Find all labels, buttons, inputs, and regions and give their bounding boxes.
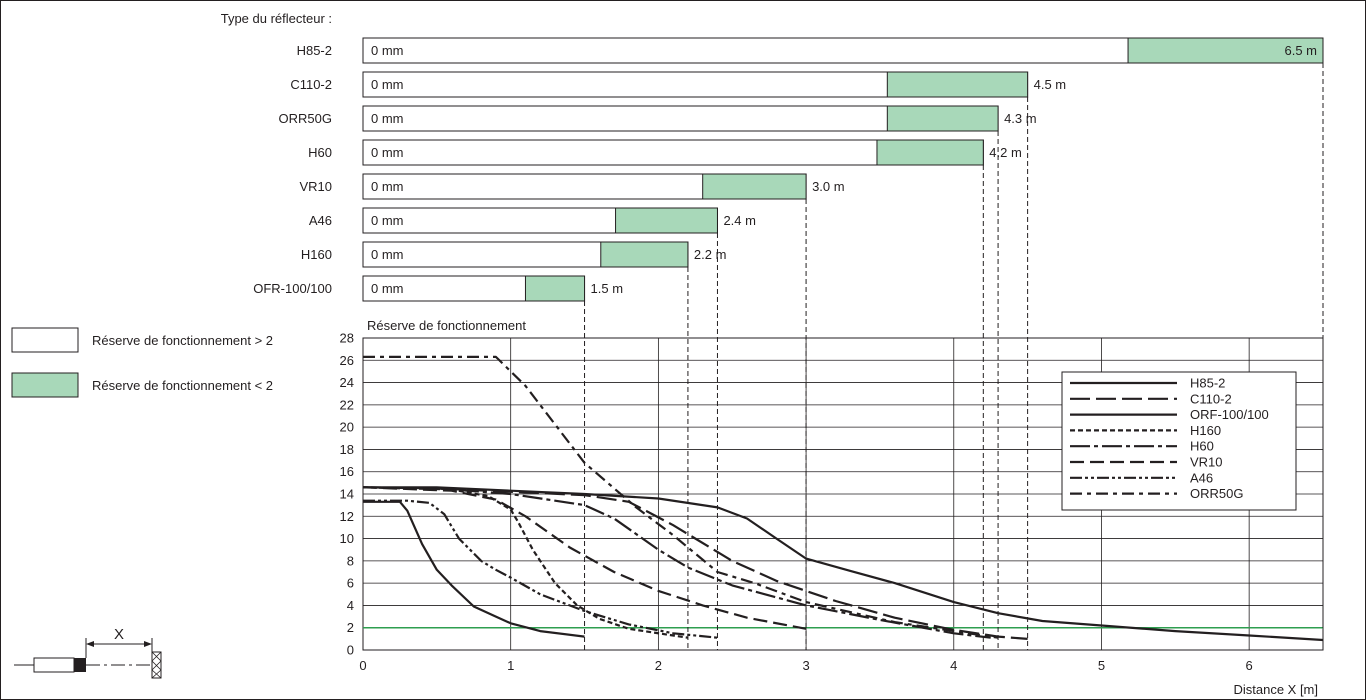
bar-end-label: 3.0 m bbox=[812, 179, 845, 194]
y-tick-label: 20 bbox=[340, 420, 354, 435]
series-lines bbox=[362, 355, 1324, 642]
bar-reserve-lt2 bbox=[702, 173, 807, 200]
series-line-orf-100-100 bbox=[363, 500, 585, 638]
bar-reflector-label: ORR50G bbox=[279, 111, 332, 126]
bar-reflector-label: OFR-100/100 bbox=[253, 281, 332, 296]
y-tick-label: 0 bbox=[347, 643, 354, 658]
y-tick-label: 22 bbox=[340, 397, 354, 412]
swatch-green bbox=[11, 372, 79, 398]
y-tick-label: 24 bbox=[340, 375, 354, 390]
bar-end-label: 4.3 m bbox=[1004, 111, 1037, 126]
y-tick-label: 16 bbox=[340, 464, 354, 479]
y-tick-label: 18 bbox=[340, 442, 354, 457]
legend-label: ORR50G bbox=[1190, 486, 1243, 501]
legend-label: VR10 bbox=[1190, 455, 1223, 470]
x-tick-label: 5 bbox=[1098, 658, 1105, 673]
bar-reserve-lt2 bbox=[524, 275, 586, 302]
bar-end-label: 4.5 m bbox=[1034, 77, 1067, 92]
bar-reflector-label: H60 bbox=[308, 145, 332, 160]
series-line-vr10 bbox=[362, 486, 807, 630]
reflector-type-label: Type du réflecteur : bbox=[221, 11, 332, 26]
range-bars: H85-2 0 mm 6.5 m C110-2 0 mm 4.5 m ORR50G 0 mm 4… bbox=[253, 37, 1324, 302]
bar-reserve-lt2 bbox=[886, 71, 1029, 98]
x-tick-label: 6 bbox=[1246, 658, 1253, 673]
y-tick-label: 26 bbox=[340, 353, 354, 368]
y-tick-label: 6 bbox=[347, 576, 354, 591]
x-tick-label: 1 bbox=[507, 658, 514, 673]
bar-reflector-label: H85-2 bbox=[297, 43, 332, 58]
bar-end-label: 1.5 m bbox=[591, 281, 624, 296]
series-line-h60 bbox=[362, 486, 991, 639]
x-tick-label: 0 bbox=[359, 658, 366, 673]
x-tick-label: 3 bbox=[802, 658, 809, 673]
bar-reserve-lt2 bbox=[615, 207, 718, 234]
bar-start-label: 0 mm bbox=[371, 77, 404, 92]
legend-label: H85-2 bbox=[1190, 376, 1225, 391]
bar-start-label: 0 mm bbox=[371, 179, 404, 194]
bar-reserve-lt2 bbox=[600, 241, 689, 268]
series-line-h160 bbox=[362, 486, 689, 639]
legend-label: H160 bbox=[1190, 423, 1221, 438]
distance-x-label: X bbox=[114, 626, 124, 643]
range-connectors bbox=[584, 63, 1324, 650]
series-line-a46 bbox=[363, 499, 718, 639]
bar-reserve-lt2 bbox=[1127, 37, 1324, 64]
bar-end-label: 6.5 m bbox=[1284, 43, 1317, 58]
swatch-white bbox=[11, 327, 79, 353]
bar-reflector-label: VR10 bbox=[299, 179, 332, 194]
y-tick-label: 12 bbox=[340, 509, 354, 524]
series-line-orr50g bbox=[363, 355, 999, 639]
series-legend: H85-2C110-2ORF-100/100H160H60VR10A46ORR5… bbox=[1061, 371, 1297, 511]
series-line-c110-2 bbox=[362, 486, 1028, 640]
bar-reserve-lt2 bbox=[886, 105, 999, 132]
y-tick-label: 4 bbox=[347, 598, 354, 613]
reflector-hatch bbox=[151, 651, 162, 679]
x-axis-label: Distance X [m] bbox=[1233, 682, 1318, 697]
bar-start-label: 0 mm bbox=[371, 247, 404, 262]
swatch-white-label: Réserve de fonctionnement > 2 bbox=[92, 333, 273, 348]
bar-start-label: 0 mm bbox=[371, 281, 404, 296]
bar-start-label: 0 mm bbox=[371, 43, 404, 58]
reserve-swatch-legend: Réserve de fonctionnement > 2 Réserve de… bbox=[11, 327, 273, 398]
y-axis-label: Réserve de fonctionnement bbox=[367, 318, 526, 333]
legend-label: ORF-100/100 bbox=[1190, 407, 1269, 422]
sensor-distance-diagram: X bbox=[14, 626, 162, 679]
x-tick-label: 4 bbox=[950, 658, 957, 673]
y-tick-label: 8 bbox=[347, 553, 354, 568]
bar-end-label: 4.2 m bbox=[989, 145, 1022, 160]
bar-reserve-lt2 bbox=[876, 139, 984, 166]
bar-start-label: 0 mm bbox=[371, 111, 404, 126]
y-tick-label: 14 bbox=[340, 487, 354, 502]
x-tick-label: 2 bbox=[655, 658, 662, 673]
bar-reflector-label: C110-2 bbox=[290, 77, 332, 92]
y-tick-label: 10 bbox=[340, 531, 354, 546]
sensor-lens bbox=[74, 658, 86, 672]
sensor-body bbox=[33, 657, 75, 673]
y-tick-label: 2 bbox=[347, 620, 354, 635]
bar-start-label: 0 mm bbox=[371, 213, 404, 228]
swatch-green-label: Réserve de fonctionnement < 2 bbox=[92, 378, 273, 393]
dim-arrows bbox=[86, 641, 152, 647]
legend-label: A46 bbox=[1190, 470, 1213, 485]
y-tick-label: 28 bbox=[340, 331, 354, 346]
legend-label: C110-2 bbox=[1190, 391, 1232, 406]
bar-reflector-label: H160 bbox=[301, 247, 332, 262]
legend-box bbox=[1061, 371, 1297, 511]
bar-end-label: 2.4 m bbox=[723, 213, 756, 228]
legend-label: H60 bbox=[1190, 439, 1214, 454]
bar-end-label: 2.2 m bbox=[694, 247, 727, 262]
bar-start-label: 0 mm bbox=[371, 145, 404, 160]
bar-reflector-label: A46 bbox=[309, 213, 332, 228]
